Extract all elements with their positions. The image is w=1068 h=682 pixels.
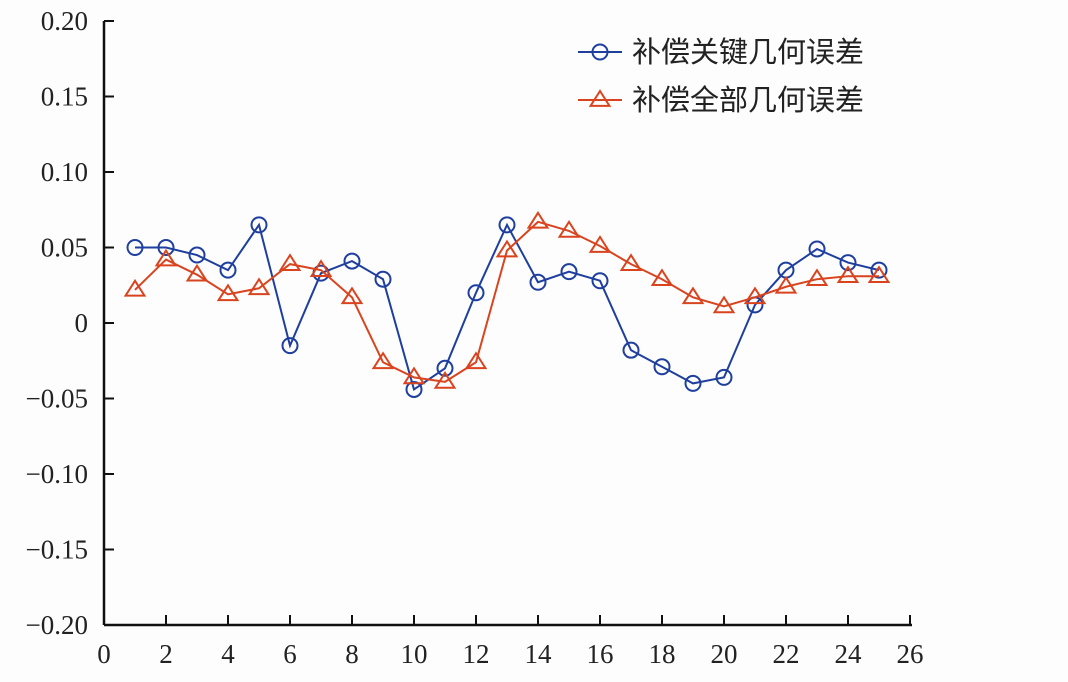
data-point-triangle [557,220,581,238]
data-point-circle [870,261,888,279]
data-point-triangle [495,239,519,258]
data-point-triangle [402,366,426,385]
data-point-triangle [526,210,550,229]
data-point-circle [219,261,237,279]
data-point-triangle [371,351,395,370]
data-point-circle [281,337,299,355]
data-point-circle [188,246,206,264]
y-tick-label: 0.15 [41,82,88,112]
y-tick-label: −0.05 [26,384,88,414]
data-point-circle [684,374,702,392]
data-point-circle [157,239,175,256]
data-point-triangle [154,248,178,267]
data-point-triangle [433,371,457,389]
data-point-triangle [588,235,612,253]
series-line [134,220,879,383]
data-point-circle [126,239,144,256]
data-point-triangle [278,253,302,271]
series-1 [126,216,888,398]
data-point-circle [343,252,361,270]
data-point-circle [839,254,857,272]
legend-marker [591,43,609,61]
data-point-triangle [123,278,147,297]
x-tick-label: 10 [401,639,428,669]
series-layer [123,210,891,398]
data-point-triangle [867,265,891,284]
data-point-circle [405,380,423,398]
data-point-circle [560,263,578,281]
series-line [135,222,880,392]
data-point-circle [436,359,454,377]
legend-label: 补偿全部几何误差 [632,83,864,117]
y-tick-label: 0.10 [41,157,88,187]
data-point-circle [591,272,609,290]
data-point-triangle [464,351,488,370]
data-point-triangle [185,263,209,282]
y-tick-label: −0.15 [26,535,88,565]
y-tick-label: −0.20 [26,610,88,640]
x-tick-label: 14 [525,639,553,669]
x-tick-label: 6 [283,639,297,669]
x-tick-label: 0 [97,639,111,669]
data-point-triangle [805,268,829,287]
data-point-circle [498,216,516,234]
data-point-triangle [836,265,860,284]
x-tick-label: 26 [897,639,924,669]
data-point-circle [622,341,640,359]
data-point-triangle [712,295,736,314]
x-tick-label: 8 [345,639,359,669]
data-point-circle [653,358,671,376]
data-point-triangle [681,286,705,305]
data-point-triangle [774,275,798,294]
legend-label: 补偿关键几何误差 [632,35,864,69]
data-point-circle [374,270,392,288]
y-tick-label: 0 [75,308,89,338]
x-tick-label: 22 [773,639,800,669]
x-tick-label: 12 [463,639,490,669]
data-point-triangle [650,268,674,287]
series-2 [123,210,891,389]
x-tick-label: 2 [159,639,173,669]
data-point-triangle [216,283,240,302]
x-tick-label: 16 [587,639,614,669]
data-point-triangle [247,277,271,296]
data-point-circle [250,216,268,234]
x-tick-label: 20 [711,639,738,669]
data-point-triangle [619,253,643,271]
data-point-triangle [340,286,364,305]
y-tick-label: 0.20 [41,6,88,36]
data-point-circle [529,273,547,291]
data-point-triangle [743,286,767,305]
data-point-circle [467,284,485,302]
x-tick-label: 18 [649,639,676,669]
data-point-circle [808,240,826,258]
x-tick-label: 4 [221,639,235,669]
x-tick-label: 24 [835,639,863,669]
data-point-triangle [309,259,333,277]
y-tick-label: −0.10 [26,459,88,489]
y-tick-label: 0.05 [41,233,88,263]
data-point-circle [715,368,733,386]
legend-marker [588,89,612,107]
